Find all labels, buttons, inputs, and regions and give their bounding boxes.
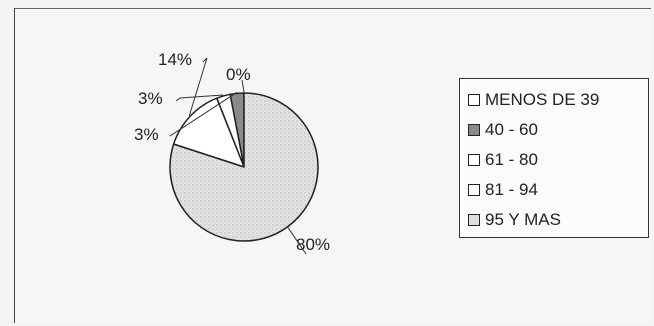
legend-label: MENOS DE 39	[485, 90, 600, 109]
leader-lines	[169, 57, 307, 255]
legend-label: 61 - 80	[485, 150, 538, 169]
legend-item-40-60: 40 - 60	[468, 115, 648, 145]
pie-slices	[169, 92, 319, 242]
legend-item-61-80: 61 - 80	[468, 145, 648, 175]
data-label-81-94: 14%	[158, 50, 192, 69]
legend-swatch	[468, 184, 480, 196]
legend-swatch	[468, 124, 480, 136]
legend-label: 95 Y MAS	[485, 210, 561, 229]
leader-line-menos-de-39	[241, 79, 245, 93]
data-label-95-y-mas: 80%	[296, 235, 330, 254]
legend-label: 40 - 60	[485, 120, 538, 139]
legend-item-95-y-mas: 95 Y MAS	[468, 205, 648, 235]
legend-swatch	[468, 214, 480, 226]
leader-line-61-80	[175, 94, 224, 102]
leader-line-40-60	[169, 91, 238, 137]
legend-label: 81 - 94	[485, 180, 538, 199]
data-label-40-60: 3%	[134, 125, 159, 144]
legend: MENOS DE 39 40 - 60 61 - 80 81 - 94 95 Y…	[459, 78, 649, 238]
pie-slice-95-y-mas	[169, 92, 319, 242]
data-label-61-80: 3%	[138, 89, 163, 108]
leader-line-81-94	[188, 57, 208, 116]
data-label-menos-de-39: 0%	[226, 65, 251, 84]
leader-line-95-y-mas	[287, 227, 307, 255]
legend-swatch	[468, 94, 480, 106]
legend-item-menos-de-39: MENOS DE 39	[468, 85, 648, 115]
legend-item-81-94: 81 - 94	[468, 175, 648, 205]
legend-swatch	[468, 154, 480, 166]
